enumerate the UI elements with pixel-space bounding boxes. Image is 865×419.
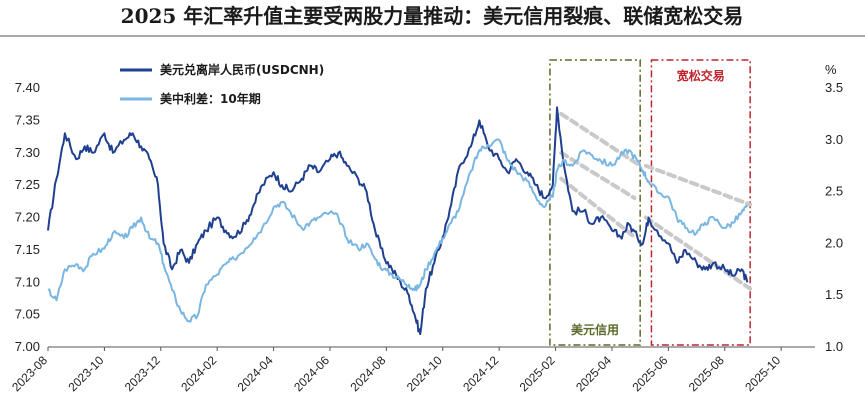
trend-hint-2 — [559, 176, 637, 239]
y-right-tick-label: 1.5 — [825, 287, 843, 302]
x-tick-label: 2024-02 — [178, 353, 219, 394]
y-left-tick-label: 7.15 — [15, 242, 40, 257]
annotation-label-2: 宽松交易 — [676, 68, 725, 83]
annotation-box-1 — [549, 59, 641, 346]
x-tick-label: 2025-02 — [517, 353, 558, 394]
x-tick-label: 2024-04 — [235, 353, 276, 394]
x-tick-label: 2023-12 — [122, 353, 163, 394]
y-right-tick-label: 3.5 — [825, 80, 843, 95]
annotation-box-2 — [650, 59, 751, 346]
x-tick-label: 2023-08 — [9, 353, 50, 394]
y-left-tick-label: 7.20 — [15, 210, 40, 225]
y-left-tick-label: 7.35 — [15, 112, 40, 127]
x-tick-label: 2024-12 — [460, 353, 501, 394]
x-tick-label: 2025-06 — [629, 353, 670, 394]
x-tick-label: 2024-08 — [347, 353, 388, 394]
annotation-label-1: 美元信用 — [571, 322, 619, 337]
series-line-usdcnh — [47, 106, 749, 336]
x-tick-label: 2025-04 — [573, 353, 614, 394]
y-right-tick-label: 1.0 — [825, 339, 843, 354]
y-left-tick-label: 7.25 — [15, 177, 40, 192]
y-left-tick-label: 7.30 — [15, 145, 40, 160]
y-left-tick-label: 7.40 — [15, 80, 40, 95]
trend-hint-4 — [643, 163, 753, 207]
x-tick-label: 2025-08 — [686, 353, 727, 394]
x-tick-label: 2024-10 — [404, 353, 445, 394]
y-right-tick-label: 3.0 — [825, 132, 843, 147]
y-right-tick-label: 2.0 — [825, 235, 843, 250]
y-right-tick-label: 2.5 — [825, 184, 843, 199]
trend-hint-1 — [559, 111, 643, 168]
series-line-spread — [47, 138, 749, 323]
y-left-tick-label: 7.00 — [15, 339, 40, 354]
plot-area: 7.40 7.35 7.30 7.25 7.20 7.15 7.10 7.05 7.00 3.5 3… — [9, 59, 843, 394]
y-right-unit: % — [825, 62, 837, 77]
chart-title: 2025 年汇率升值主要受两股力量推动：美元信用裂痕、联储宽松交易 — [121, 4, 744, 28]
y-left-tick-label: 7.10 — [15, 274, 40, 289]
trend-hint-3 — [559, 150, 637, 201]
x-tick-label: 2024-06 — [291, 353, 332, 394]
trend-hint-5 — [643, 215, 753, 291]
y-left-tick-label: 7.05 — [15, 307, 40, 322]
legend-label-1: 美元兑离岸人民币(USDCNH) — [160, 62, 324, 77]
x-tick-label: 2025-10 — [742, 353, 783, 394]
legend-label-2: 美中利差：10年期 — [160, 91, 261, 106]
x-tick-label: 2023-10 — [65, 353, 106, 394]
